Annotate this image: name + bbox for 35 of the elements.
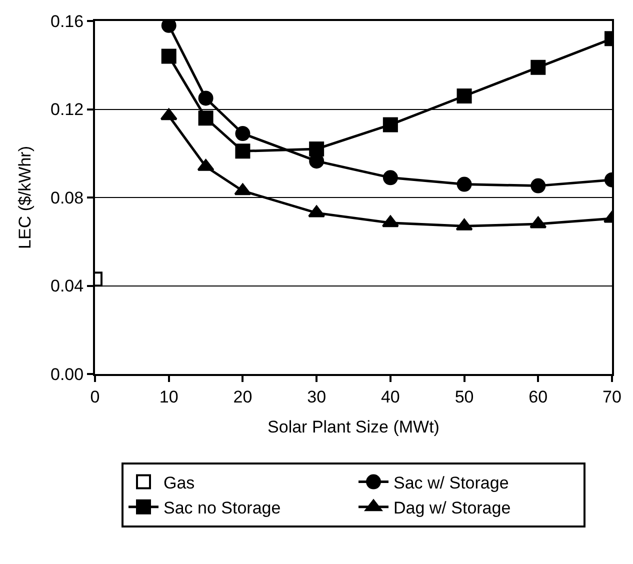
legend-label: Sac w/ Storage — [394, 473, 509, 492]
x-tick-label: 20 — [233, 387, 252, 406]
point — [235, 126, 250, 142]
point — [530, 216, 547, 228]
point — [198, 90, 214, 106]
point — [382, 170, 398, 186]
x-axis-title: Solar Plant Size (MWt) — [268, 417, 440, 436]
legend-label: Dag w/ Storage — [394, 498, 511, 518]
x-tick-label: 70 — [602, 387, 622, 406]
x-tick-label: 10 — [159, 387, 178, 406]
point — [530, 178, 546, 194]
y-tick-label: 0.16 — [50, 12, 84, 31]
point — [382, 215, 399, 228]
point — [234, 183, 252, 196]
point — [309, 141, 324, 156]
point — [456, 176, 472, 192]
point — [308, 205, 326, 218]
y-tick-label: 0.00 — [50, 364, 84, 384]
x-tick-label: 60 — [528, 387, 548, 406]
x-tick-label: 0 — [90, 387, 100, 406]
x-tick-label: 30 — [307, 387, 326, 406]
legend-label: Gas — [164, 473, 195, 492]
point — [198, 110, 214, 126]
y-tick-label: 0.12 — [50, 100, 84, 120]
point — [235, 144, 250, 159]
legend-label: Sac no Storage — [164, 498, 281, 518]
y-tick-label: 0.04 — [50, 276, 84, 296]
point — [530, 60, 546, 75]
y-tick-label: 0.08 — [50, 188, 84, 208]
x-tick-label: 50 — [454, 387, 474, 406]
point — [456, 88, 472, 104]
point — [161, 48, 176, 64]
y-axis-title: LEC ($/kWhr) — [16, 146, 35, 249]
point — [382, 117, 398, 132]
x-tick-label: 40 — [380, 387, 400, 406]
